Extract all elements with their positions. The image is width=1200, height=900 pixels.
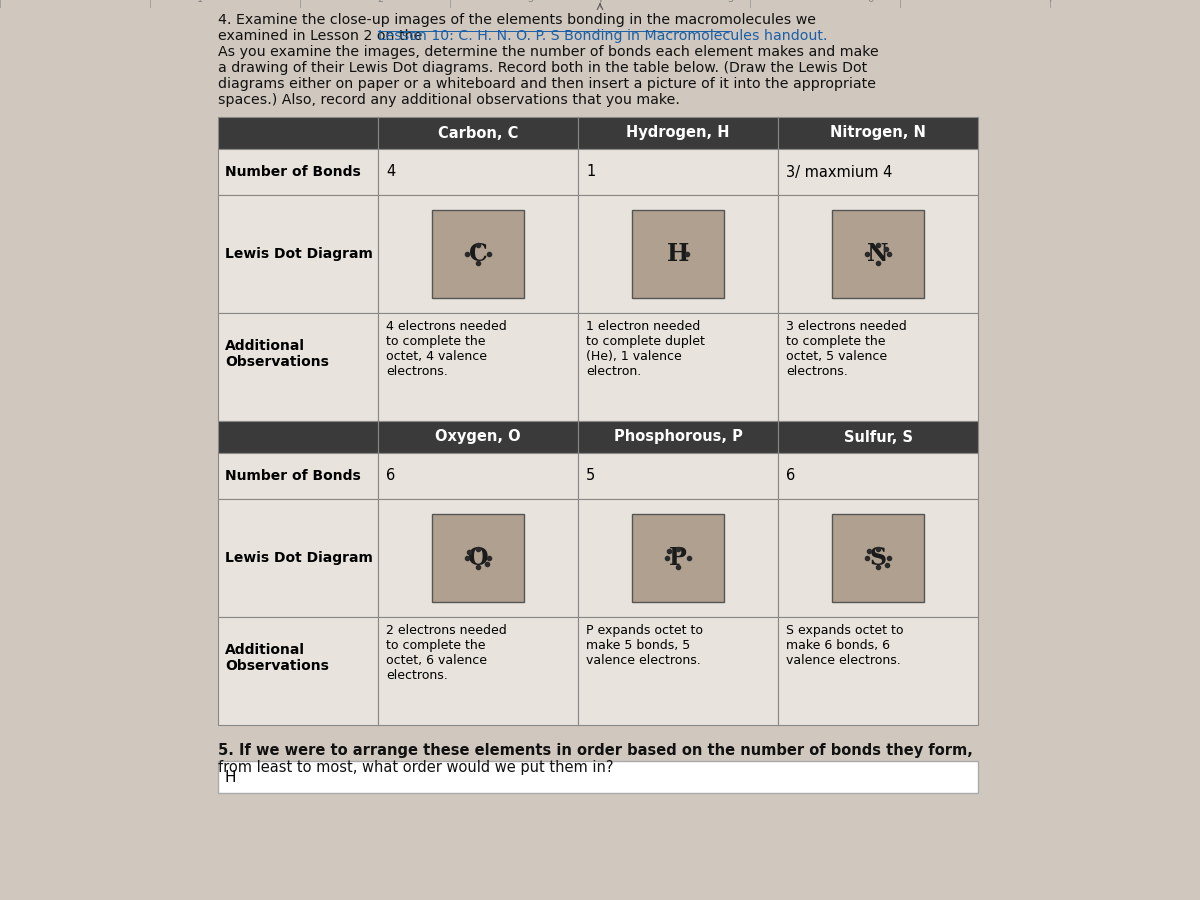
Bar	[578, 313, 778, 421]
Text: Lewis Dot Diagram: Lewis Dot Diagram	[226, 247, 373, 261]
Bar	[578, 117, 778, 149]
Bar	[378, 313, 578, 421]
Bar	[218, 117, 378, 149]
Bar	[632, 514, 724, 602]
Bar	[218, 195, 378, 313]
Bar	[218, 313, 378, 421]
Text: P: P	[670, 546, 686, 570]
Bar	[378, 149, 578, 195]
Text: 6: 6	[866, 0, 874, 4]
Text: 5. If we were to arrange these elements in order based on the number of bonds th: 5. If we were to arrange these elements …	[218, 743, 973, 758]
Bar	[432, 514, 524, 602]
Text: 4: 4	[386, 165, 395, 179]
Text: from least to most, what order would we put them in?: from least to most, what order would we …	[218, 760, 613, 775]
Bar	[378, 195, 578, 313]
Bar	[218, 617, 378, 725]
Text: 3/ maxmium 4: 3/ maxmium 4	[786, 165, 893, 179]
Bar	[778, 453, 978, 499]
Text: 2: 2	[377, 0, 383, 4]
Bar	[632, 210, 724, 298]
Text: 5: 5	[727, 0, 733, 4]
Bar	[778, 117, 978, 149]
Text: Carbon, C: Carbon, C	[438, 125, 518, 140]
Bar	[832, 210, 924, 298]
Text: 4 electrons needed
to complete the
octet, 4 valence
electrons.: 4 electrons needed to complete the octet…	[386, 320, 506, 378]
Text: Hydrogen, H: Hydrogen, H	[626, 125, 730, 140]
Text: 6: 6	[786, 469, 796, 483]
Bar	[432, 210, 524, 298]
Text: 4. Examine the close-up images of the elements bonding in the macromolecules we: 4. Examine the close-up images of the el…	[218, 13, 816, 27]
Bar	[378, 499, 578, 617]
Bar	[578, 149, 778, 195]
Text: 3: 3	[527, 0, 533, 4]
Bar	[378, 617, 578, 725]
Bar	[778, 617, 978, 725]
Text: As you examine the images, determine the number of bonds each element makes and : As you examine the images, determine the…	[218, 45, 878, 59]
Bar	[778, 149, 978, 195]
Text: Number of Bonds: Number of Bonds	[226, 165, 361, 179]
Text: Number of Bonds: Number of Bonds	[226, 469, 361, 483]
Text: H: H	[226, 770, 236, 785]
Text: spaces.) Also, record any additional observations that you make.: spaces.) Also, record any additional obs…	[218, 93, 680, 107]
Text: a drawing of their Lewis Dot diagrams. Record both in the table below. (Draw the: a drawing of their Lewis Dot diagrams. R…	[218, 61, 868, 75]
Bar	[578, 617, 778, 725]
Text: Additional
Observations: Additional Observations	[226, 643, 329, 673]
Text: 5: 5	[586, 469, 595, 483]
Bar	[218, 149, 378, 195]
Bar	[778, 421, 978, 453]
Bar	[578, 499, 778, 617]
Text: 4: 4	[596, 0, 604, 4]
Bar	[578, 421, 778, 453]
Text: Nitrogen, N: Nitrogen, N	[830, 125, 926, 140]
Bar	[378, 117, 578, 149]
Text: 1: 1	[197, 0, 203, 4]
Bar	[832, 514, 924, 602]
Text: O: O	[468, 546, 488, 570]
Text: 3 electrons needed
to complete the
octet, 5 valence
electrons.: 3 electrons needed to complete the octet…	[786, 320, 907, 378]
Bar	[218, 499, 378, 617]
Bar	[378, 453, 578, 499]
Bar	[218, 453, 378, 499]
Text: N: N	[868, 242, 889, 266]
Bar	[378, 421, 578, 453]
Text: Sulfur, S: Sulfur, S	[844, 429, 912, 445]
Text: Oxygen, O: Oxygen, O	[436, 429, 521, 445]
Bar	[218, 421, 378, 453]
Bar	[778, 313, 978, 421]
Bar	[778, 195, 978, 313]
Text: examined in Lesson 2 on the: examined in Lesson 2 on the	[218, 29, 427, 43]
Text: C: C	[469, 242, 487, 266]
Text: P expands octet to
make 5 bonds, 5
valence electrons.: P expands octet to make 5 bonds, 5 valen…	[586, 624, 703, 667]
Bar	[778, 499, 978, 617]
Bar	[578, 195, 778, 313]
Text: 6: 6	[386, 469, 395, 483]
Text: Lewis Dot Diagram: Lewis Dot Diagram	[226, 551, 373, 565]
Bar	[578, 453, 778, 499]
Bar	[218, 761, 978, 793]
Text: 2 electrons needed
to complete the
octet, 6 valence
electrons.: 2 electrons needed to complete the octet…	[386, 624, 506, 682]
Text: 7: 7	[1046, 0, 1054, 4]
Text: 1 electron needed
to complete duplet
(He), 1 valence
electron.: 1 electron needed to complete duplet (He…	[586, 320, 704, 378]
Text: 1: 1	[586, 165, 595, 179]
Text: Lesson 10: C. H. N. O. P. S Bonding in Macromolecules handout.: Lesson 10: C. H. N. O. P. S Bonding in M…	[378, 29, 827, 43]
Text: diagrams either on paper or a whiteboard and then insert a picture of it into th: diagrams either on paper or a whiteboard…	[218, 77, 876, 91]
Text: H: H	[667, 242, 689, 266]
Text: S: S	[870, 546, 887, 570]
Text: S expands octet to
make 6 bonds, 6
valence electrons.: S expands octet to make 6 bonds, 6 valen…	[786, 624, 904, 667]
Text: Additional
Observations: Additional Observations	[226, 339, 329, 369]
Text: Phosphorous, P: Phosphorous, P	[613, 429, 743, 445]
